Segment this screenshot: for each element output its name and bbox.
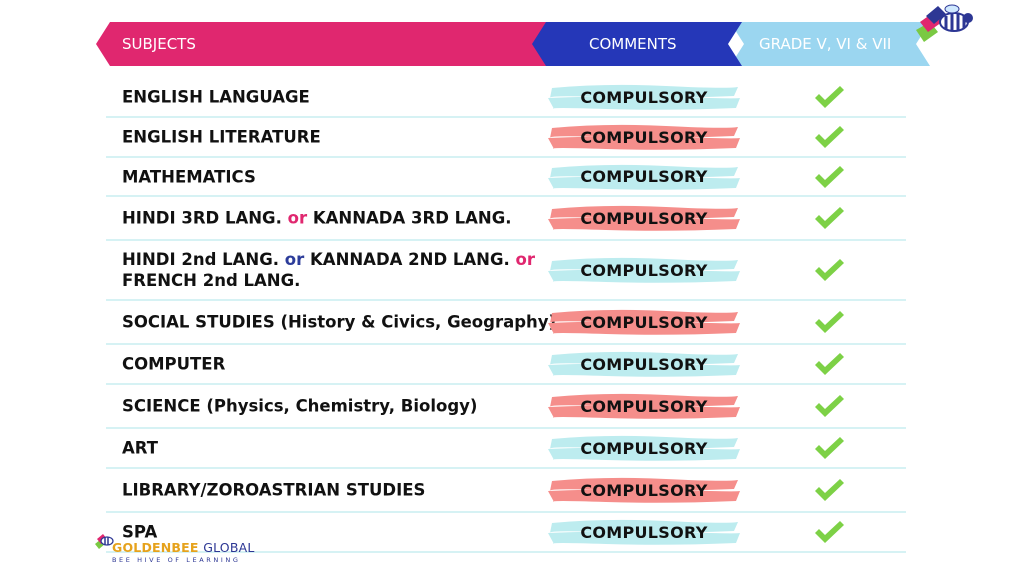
or-connector: or <box>287 208 308 228</box>
comment-cell: COMPULSORY <box>546 120 742 154</box>
brush-stroke <box>548 393 740 419</box>
brush-stroke <box>548 257 740 283</box>
comment-label: COMPULSORY <box>580 260 708 280</box>
comment-cell: COMPULSORY <box>546 389 742 423</box>
table-row: MATHEMATICS COMPULSORY <box>106 158 906 197</box>
table-row: ENGLISH LITERATURE COMPULSORY <box>106 118 906 158</box>
comment-cell: COMPULSORY <box>546 80 742 114</box>
table-row: SOCIAL STUDIES (History & Civics, Geogra… <box>106 301 906 345</box>
brush-stroke <box>548 205 740 231</box>
subject-text: SOCIAL STUDIES (History & Civics, Geogra… <box>122 312 557 332</box>
comments-header-shape <box>530 22 742 66</box>
comment-cell: COMPULSORY <box>546 431 742 465</box>
subject-name: SPA <box>122 522 562 543</box>
table-header: SUBJECTS COMMENTS GRADE V, VI & VII <box>0 0 1024 90</box>
subject-text: LIBRARY/ZOROASTRIAN STUDIES <box>122 480 426 500</box>
comment-label: COMPULSORY <box>580 522 708 542</box>
brand-tagline: BEE HIVE OF LEARNING <box>112 556 241 564</box>
subject-name: HINDI 2nd LANG. or KANNADA 2ND LANG. or … <box>122 249 562 291</box>
table-row: HINDI 2nd LANG. or KANNADA 2ND LANG. or … <box>106 241 906 301</box>
subject-name: LIBRARY/ZOROASTRIAN STUDIES <box>122 480 562 501</box>
subjects-header-pink <box>96 22 546 66</box>
bee-icon <box>95 534 114 549</box>
checkmark-icon <box>815 437 844 459</box>
bee-logo-icon <box>916 4 973 42</box>
brush-stroke <box>548 351 740 377</box>
subjects-header-shape <box>730 22 930 66</box>
subject-text: FRENCH 2nd LANG. <box>122 271 301 290</box>
brush-stroke <box>548 124 740 150</box>
header-ribbon <box>96 22 930 66</box>
subject-text: SPA <box>122 522 158 542</box>
brush-stroke <box>548 164 740 190</box>
comment-cell: COMPULSORY <box>546 515 742 549</box>
brush-stroke <box>548 519 740 545</box>
checkmark-icon <box>815 521 844 543</box>
subjects-header-label: SUBJECTS <box>122 35 196 53</box>
subject-text: SCIENCE (Physics, Chemistry, Biology) <box>122 396 478 416</box>
grade-header-label: GRADE V, VI & VII <box>759 35 892 53</box>
checkmark-icon <box>815 479 844 501</box>
checkmark-icon <box>815 86 844 108</box>
table-row: LIBRARY/ZOROASTRIAN STUDIES COMPULSORY <box>106 469 906 513</box>
checkmark-icon <box>815 165 844 188</box>
comment-cell: COMPULSORY <box>546 160 742 194</box>
subject-text: KANNADA 3RD LANG. <box>307 208 512 228</box>
brand-name: GOLDENBEE GLOBAL <box>112 540 255 555</box>
comment-cell: COMPULSORY <box>546 253 742 287</box>
subject-text: ENGLISH LITERATURE <box>122 127 321 147</box>
comment-cell: COMPULSORY <box>546 473 742 507</box>
checkmark-icon <box>815 259 844 281</box>
brush-stroke <box>548 477 740 503</box>
comments-header-label: COMMENTS <box>589 35 677 53</box>
subject-text: ENGLISH LANGUAGE <box>122 87 310 107</box>
subject-text: ART <box>122 438 158 458</box>
subjects-table: ENGLISH LANGUAGE COMPULSORY ENGLISH LITERA… <box>106 78 906 553</box>
brand-secondary: GLOBAL <box>203 540 255 555</box>
comment-cell: COMPULSORY <box>546 201 742 235</box>
subject-text: MATHEMATICS <box>122 167 256 186</box>
subject-text: COMPUTER <box>122 354 226 374</box>
comment-label: COMPULSORY <box>580 208 708 228</box>
table-row: HINDI 3RD LANG. or KANNADA 3RD LANG. COMP… <box>106 197 906 241</box>
checkmark-icon <box>815 126 844 148</box>
brush-stroke <box>548 309 740 335</box>
comment-cell: COMPULSORY <box>546 347 742 381</box>
comment-label: COMPULSORY <box>580 438 708 458</box>
checkmark-icon <box>815 353 844 375</box>
subject-name: HINDI 3RD LANG. or KANNADA 3RD LANG. <box>122 208 562 229</box>
subject-text: KANNADA 2ND LANG. <box>304 250 516 269</box>
comment-label: COMPULSORY <box>580 312 708 332</box>
brand-main: GOLDENBEE <box>112 540 199 555</box>
or-connector: or <box>515 250 536 269</box>
comment-label: COMPULSORY <box>580 167 708 186</box>
table-row: COMPUTER COMPULSORY <box>106 345 906 385</box>
table-row: ENGLISH LANGUAGE COMPULSORY <box>106 78 906 118</box>
subject-name: COMPUTER <box>122 354 562 375</box>
subject-name: ART <box>122 438 562 459</box>
comment-label: COMPULSORY <box>580 480 708 500</box>
table-row: SPA COMPULSORY <box>106 513 906 553</box>
subject-name: ENGLISH LANGUAGE <box>122 87 562 108</box>
brush-stroke <box>548 435 740 461</box>
comment-label: COMPULSORY <box>580 87 708 107</box>
comment-label: COMPULSORY <box>580 127 708 147</box>
table-row: ART COMPULSORY <box>106 429 906 469</box>
subject-name: MATHEMATICS <box>122 166 562 187</box>
checkmark-icon <box>815 207 844 229</box>
footer-logo: GOLDENBEE GLOBAL BEE HIVE OF LEARNING <box>94 528 264 568</box>
subject-text: HINDI 3RD LANG. <box>122 208 288 228</box>
checkmark-icon <box>815 395 844 417</box>
subject-name: SOCIAL STUDIES (History & Civics, Geogra… <box>122 312 562 333</box>
comment-label: COMPULSORY <box>580 396 708 416</box>
subject-text: HINDI 2nd LANG. <box>122 250 285 269</box>
brush-stroke <box>548 84 740 110</box>
subject-name: ENGLISH LITERATURE <box>122 127 562 148</box>
checkmark-icon <box>815 311 844 333</box>
comment-cell: COMPULSORY <box>546 305 742 339</box>
comment-label: COMPULSORY <box>580 354 708 374</box>
or-connector: or <box>284 250 305 269</box>
table-row: SCIENCE (Physics, Chemistry, Biology) COM… <box>106 385 906 429</box>
subject-name: SCIENCE (Physics, Chemistry, Biology) <box>122 396 562 417</box>
